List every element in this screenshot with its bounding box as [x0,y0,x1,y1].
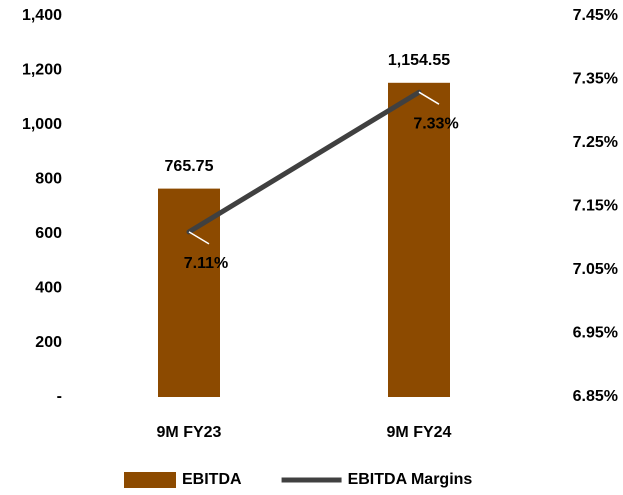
leader-line [188,231,210,245]
x-tick-label: 9M FY24 [387,424,452,441]
y-tick-label: - [57,388,62,405]
y2-tick-label: 7.35% [573,71,618,88]
y-tick-label: 800 [35,171,62,188]
data-label: 765.75 [165,158,214,175]
legend-label: EBITDA Margins [348,471,473,488]
y-tick-label: 1,200 [22,62,62,79]
leader-line [418,91,440,105]
y2-tick-label: 7.45% [573,7,618,24]
y2-tick-label: 6.85% [573,388,618,405]
data-label: 1,154.55 [388,52,450,69]
data-label: 7.33% [413,115,458,132]
bar [158,188,220,397]
y-tick-label: 200 [35,334,62,351]
y-tick-label: 600 [35,225,62,242]
y2-tick-label: 6.95% [573,325,618,342]
y2-tick-label: 7.15% [573,198,618,215]
x-tick-label: 9M FY23 [157,424,222,441]
legend-label: EBITDA [182,471,242,488]
bar [388,82,450,398]
line [186,89,422,235]
legend-swatch [124,472,176,488]
y2-tick-label: 7.05% [573,261,618,278]
y-tick-label: 1,000 [22,116,62,133]
y2-tick-label: 7.25% [573,134,618,151]
y-tick-label: 400 [35,279,62,296]
data-label: 7.11% [184,255,228,272]
y-tick-label: 1,400 [22,7,62,24]
